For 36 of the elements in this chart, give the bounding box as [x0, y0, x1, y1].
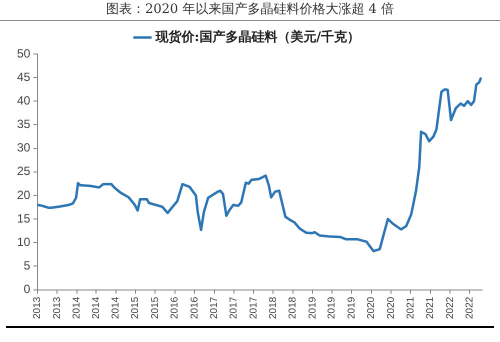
x-tick-label: 2015 [150, 296, 161, 320]
y-tick-label: 35 [16, 117, 31, 132]
x-tick-label: 2017 [228, 296, 240, 320]
y-tick-label: 5 [24, 258, 31, 272]
x-tick-label: 2022 [444, 296, 456, 320]
x-tick-label: 2017 [248, 296, 260, 320]
y-tick-label: 45 [16, 70, 31, 84]
y-tick-label: 50 [16, 46, 31, 60]
x-tick-label: 2014 [72, 296, 83, 320]
x-tick-label: 2018 [288, 296, 299, 320]
x-tick-label: 2014 [110, 296, 122, 320]
x-tick-label: 2019 [326, 296, 338, 320]
x-tick-label: 2018 [268, 296, 279, 320]
y-tick-label: 0 [24, 282, 31, 296]
x-tick-label: 2021 [425, 296, 436, 320]
x-tick-label: 2022 [464, 296, 476, 320]
x-tick-label: 2019 [346, 296, 358, 320]
x-tick-label: 2013 [32, 296, 44, 320]
x-tick-label: 2021 [405, 296, 416, 320]
x-tick-label: 2017 [209, 296, 220, 320]
x-tick-label: 2020 [386, 296, 397, 320]
x-tick-label: 2014 [90, 296, 102, 320]
y-tick-label: 25 [16, 164, 31, 178]
y-tick-label: 40 [16, 93, 31, 108]
y-tick-label: 30 [16, 140, 31, 155]
x-tick-label: 2016 [170, 296, 181, 320]
x-tick-label: 2020 [366, 296, 378, 320]
y-tick-label: 10 [16, 234, 31, 249]
y-tick-label: 20 [16, 188, 31, 202]
y-tick-label: 15 [16, 211, 31, 226]
chart-title: 图表：2020 年以来国产多晶硅料价格大涨超 4 倍 [0, 0, 500, 21]
x-tick-label: 2016 [189, 296, 200, 320]
legend-label: 现货价:国产多晶硅料（美元/千克） [154, 28, 360, 45]
x-tick-label: 2015 [130, 296, 142, 320]
x-tick-label: 2013 [52, 296, 63, 320]
x-tick-label: 2019 [307, 296, 318, 320]
